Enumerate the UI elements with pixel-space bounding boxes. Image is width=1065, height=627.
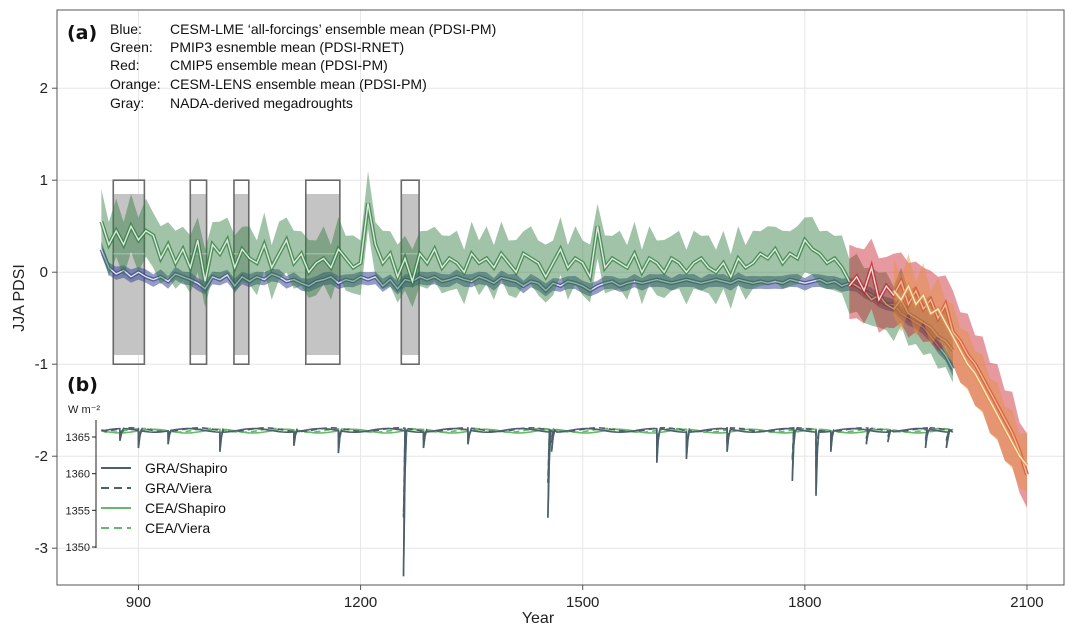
legend-a-key-4: Gray: bbox=[110, 95, 144, 111]
legend-a-text-0: CESM-LME ‘all-forcings’ ensemble mean (P… bbox=[170, 21, 496, 37]
forcing-tick-label-0: 1350 bbox=[66, 542, 90, 554]
legend-b-label-2: CEA/Shapiro bbox=[145, 500, 226, 516]
x-tick-label-4: 2100 bbox=[1010, 594, 1043, 611]
x-axis-title: Year bbox=[522, 610, 555, 627]
legend-b-label-1: GRA/Viera bbox=[145, 480, 212, 496]
x-tick-label-1: 1200 bbox=[344, 594, 377, 611]
forcing-tick-label-2: 1360 bbox=[66, 469, 90, 481]
y-tick-label-1: -2 bbox=[35, 448, 48, 465]
legend-a-key-3: Orange: bbox=[110, 76, 161, 92]
legend-a-key-2: Red: bbox=[110, 57, 140, 73]
legend-a-text-2: CMIP5 ensemble mean (PDSI-PM) bbox=[170, 57, 388, 73]
y-tick-label-4: 1 bbox=[40, 172, 48, 189]
y-axis-title: JJA PDSI bbox=[11, 264, 28, 332]
panel-a-label: (a) bbox=[67, 22, 97, 44]
y-tick-label-3: 0 bbox=[40, 264, 48, 281]
forcing-line-3 bbox=[101, 429, 953, 577]
forcing-tick-label-1: 1355 bbox=[66, 505, 90, 517]
legend-b-label-0: GRA/Shapiro bbox=[145, 460, 228, 476]
y-tick-label-5: 2 bbox=[40, 80, 48, 97]
legend-a-text-1: PMIP3 esnemble mean (PDSI-RNET) bbox=[170, 39, 404, 55]
forcing-line-1 bbox=[101, 429, 953, 518]
x-tick-label-3: 1800 bbox=[788, 594, 821, 611]
series-spread-3 bbox=[894, 254, 1027, 491]
x-tick-label-0: 900 bbox=[126, 594, 151, 611]
legend-a-text-4: NADA-derived megadroughts bbox=[170, 95, 353, 111]
forcing-line-0 bbox=[101, 429, 953, 576]
legend-a-text-3: CESM-LENS ensemble mean (PDSI-PM) bbox=[170, 76, 427, 92]
legend-a-key-0: Blue: bbox=[110, 21, 142, 37]
forcing-tick-label-3: 1365 bbox=[66, 432, 90, 444]
series-spread-1 bbox=[101, 171, 953, 383]
y-tick-label-2: -1 bbox=[35, 356, 48, 373]
legend-b-label-3: CEA/Viera bbox=[145, 520, 210, 536]
panel-b-label: (b) bbox=[67, 374, 98, 396]
forcing-series: 1350 1355 1360 1365 bbox=[66, 420, 953, 576]
legend-a: Blue: CESM-LME ‘all-forcings’ ensemble m… bbox=[110, 21, 496, 111]
y-tick-label-0: -3 bbox=[35, 540, 48, 557]
forcing-units: W m⁻² bbox=[68, 404, 100, 416]
legend-a-key-1: Green: bbox=[110, 39, 153, 55]
forcing-line-2 bbox=[101, 428, 953, 518]
x-tick-label-2: 1500 bbox=[566, 594, 599, 611]
legend-b: GRA/Shapiro GRA/Viera CEA/Shapiro CEA/Vi… bbox=[101, 460, 228, 536]
